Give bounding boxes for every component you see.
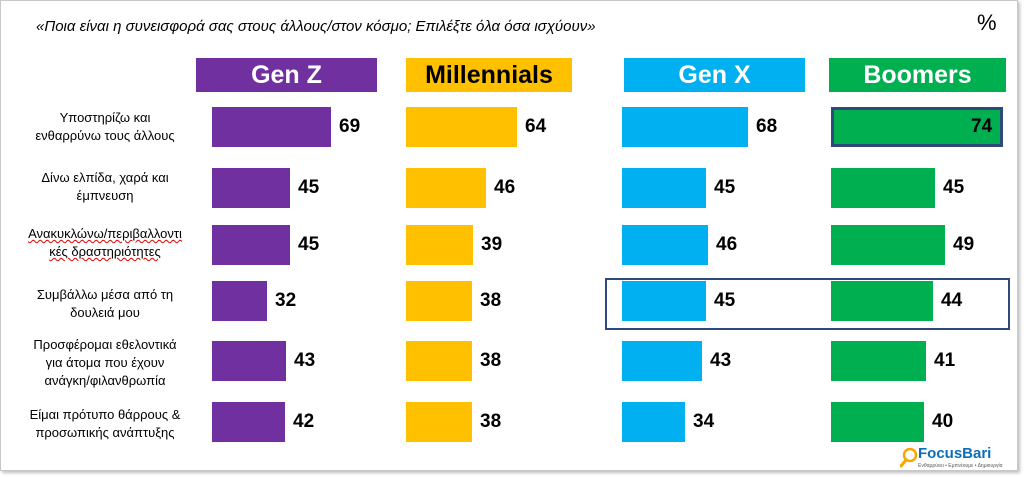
data-label-gen-x: 45	[714, 290, 736, 311]
data-label-gen-z: 69	[339, 116, 361, 137]
bar-gen-z	[212, 402, 285, 442]
bar-millennials	[406, 341, 472, 381]
data-label-gen-z: 45	[298, 234, 320, 255]
category-label: Υποστηρίζω και ενθαρρύνω τους άλλους	[0, 109, 210, 145]
unit-label: %	[977, 10, 997, 35]
focusbari-logo: FocusBari Ενθαρρύνει • Εμπνέουμε • Δημιο…	[900, 443, 1018, 473]
bar-gen-z	[212, 281, 267, 321]
data-label-boomers: 40	[932, 411, 954, 432]
data-label-gen-x: 45	[714, 177, 736, 198]
bar-gen-z	[212, 107, 331, 147]
bar-gen-x	[622, 168, 706, 208]
category-label-line: Είμαι πρότυπο θάρρους &	[29, 407, 181, 422]
bar-gen-x	[622, 107, 748, 147]
data-label-gen-z: 43	[294, 350, 316, 371]
bar-gen-z	[212, 341, 286, 381]
category-label: Είμαι πρότυπο θάρρους & προσωπικής ανάπτυ…	[0, 406, 210, 442]
logo-name: FocusBari	[918, 445, 992, 462]
category-label: Ανακυκλώνω/περιβαλλοντι κές δραστηριότητε…	[0, 225, 210, 261]
category-label-line: προσωπικής ανάπτυξης	[35, 425, 175, 440]
bar-boomers	[831, 107, 1003, 147]
category-label: Δίνω ελπίδα, χαρά και έμπνευση	[0, 169, 210, 205]
series-header-millennials: Millennials	[406, 58, 572, 92]
data-label-millennials: 64	[525, 116, 547, 137]
bar-millennials	[406, 107, 517, 147]
bar-boomers	[831, 168, 935, 208]
data-label-gen-x: 43	[710, 350, 732, 371]
data-label-millennials: 38	[480, 411, 502, 432]
chart-title: «Ποια είναι η συνεισφορά σας στους άλλου…	[36, 18, 596, 35]
category-label-line: Δίνω ελπίδα, χαρά και	[41, 170, 169, 185]
highlight-box-work-contribution	[605, 278, 1010, 330]
data-label-millennials: 39	[481, 234, 503, 255]
data-label-gen-x: 46	[716, 234, 738, 255]
series-header-gen-x: Gen X	[624, 58, 805, 92]
bar-boomers	[831, 341, 926, 381]
category-label: Συμβάλλω μέσα από τη δουλειά μου	[0, 286, 210, 322]
data-label-boomers: 74	[971, 116, 993, 137]
bar-gen-z	[212, 168, 290, 208]
bar-boomers	[831, 225, 945, 265]
data-label-boomers: 49	[953, 234, 975, 255]
bar-millennials	[406, 168, 486, 208]
category-label: Προσφέρομαι εθελοντικά για άτομα που έχου…	[0, 336, 210, 390]
category-label-line: Συμβάλλω μέσα από τη	[36, 287, 174, 302]
bar-millennials	[406, 402, 472, 442]
data-label-gen-z: 42	[293, 411, 315, 432]
bar-millennials	[406, 225, 473, 265]
series-header-boomers: Boomers	[829, 58, 1006, 92]
category-label-line: έμπνευση	[76, 188, 134, 203]
bar-boomers	[831, 402, 924, 442]
data-label-gen-x: 68	[756, 116, 778, 137]
data-label-boomers: 41	[934, 350, 956, 371]
bar-gen-x	[622, 402, 685, 442]
category-label-line: δουλειά μου	[70, 305, 140, 320]
category-label-line: Προσφέρομαι εθελοντικά	[33, 337, 177, 352]
bar-gen-x	[622, 341, 702, 381]
data-label-gen-z: 45	[298, 177, 320, 198]
category-label-line: για άτομα που έχουν	[45, 355, 165, 370]
data-label-millennials: 38	[480, 290, 502, 311]
data-label-millennials: 46	[494, 177, 516, 198]
data-label-boomers: 45	[943, 177, 965, 198]
bar-millennials	[406, 281, 472, 321]
bar-gen-x	[622, 225, 708, 265]
bar-gen-x	[622, 281, 706, 321]
category-label-line: Ανακυκλώνω/περιβαλλοντι	[28, 226, 182, 241]
bar-gen-z	[212, 225, 290, 265]
data-label-gen-z: 32	[275, 290, 297, 311]
category-label-line: κές δραστηριότητες	[49, 244, 161, 259]
category-label-line: ενθαρρύνω τους άλλους	[35, 128, 175, 143]
logo-tagline: Ενθαρρύνει • Εμπνέουμε • Δημιουργία	[918, 463, 1003, 469]
category-label-line: Υποστηρίζω και	[59, 110, 151, 125]
magnifier-icon	[900, 447, 918, 468]
data-label-millennials: 38	[480, 350, 502, 371]
data-label-boomers: 44	[941, 290, 963, 311]
category-label-line: ανάγκη/φιλανθρωπία	[44, 373, 166, 388]
bar-boomers	[831, 281, 933, 321]
data-label-gen-x: 34	[693, 411, 715, 432]
series-header-gen-z: Gen Z	[196, 58, 377, 92]
